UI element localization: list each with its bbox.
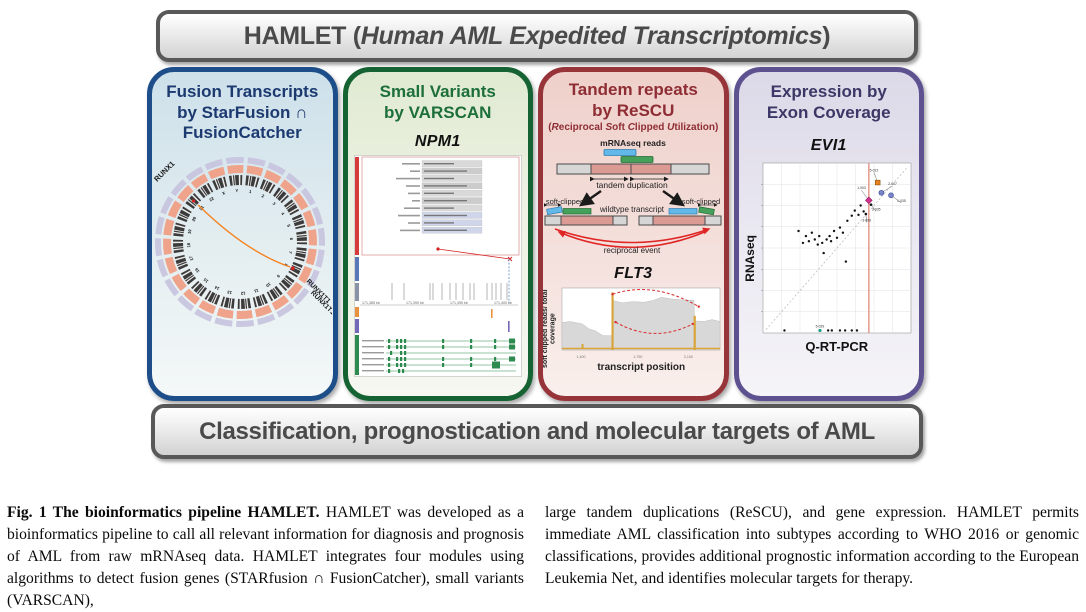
svg-text:2-047: 2-047 — [888, 182, 897, 186]
reciprocal-arc-1 — [555, 228, 711, 244]
rescu-diagram: mRNAseq reads tandem duplication soft-cl… — [544, 138, 722, 255]
svg-text:10: 10 — [265, 282, 272, 289]
svg-text:9: 9 — [276, 274, 282, 280]
label-mrnaseq-reads: mRNAseq reads — [600, 138, 666, 148]
label-reciprocal-event: reciprocal event — [604, 246, 661, 255]
figure-page: HAMLET (Human AML Expedited Transcriptom… — [7, 10, 1079, 609]
panel-variants-title: Small Variants by VARSCAN — [379, 82, 496, 122]
svg-text:2,100: 2,100 — [684, 355, 693, 359]
svg-text:16: 16 — [194, 267, 201, 274]
svg-text:17: 17 — [188, 255, 194, 262]
svg-text:171,385 kb: 171,385 kb — [362, 301, 380, 305]
conclusion-banner: Classification, prognostication and mole… — [151, 404, 923, 459]
scatter-ylabel: RNAseq — [742, 234, 757, 282]
gene-label-evi1: EVI1 — [810, 137, 847, 155]
svg-text:7: 7 — [288, 251, 294, 255]
svg-text:13: 13 — [226, 290, 232, 296]
svg-text:11: 11 — [253, 288, 259, 294]
panel-tandem-repeats: Tandem repeats by ReSCU (Reciprocal Soft … — [538, 67, 729, 401]
gene-label-flt3: FLT3 — [614, 265, 653, 283]
panel-repeats-title: Tandem repeats by ReSCU — [568, 80, 698, 120]
svg-text:5: 5 — [286, 224, 292, 228]
svg-text:5-029: 5-029 — [815, 325, 824, 329]
svg-text:1-035: 1-035 — [897, 199, 906, 203]
reciprocal-arc-2 — [557, 230, 708, 249]
rescu-subtitle: (Reciprocal Soft Clipped Utilization) — [548, 122, 719, 134]
svg-text:X: X — [222, 191, 226, 197]
igv-screenshot: 171,385 kb 171,390 kb 171,395 kb 171,400 kb — [353, 155, 522, 378]
svg-text:1: 1 — [249, 189, 253, 195]
svg-text:171,400 kb: 171,400 kb — [494, 301, 512, 305]
svg-text:15: 15 — [202, 277, 209, 284]
panel-expression-title: Expression by Exon Coverage — [766, 82, 891, 122]
caption-right-body: large tandem duplications (ReSCU), and g… — [545, 503, 1079, 587]
panel-fusion-transcripts: Fusion Transcripts by StarFusion ∩ FusionC… — [147, 67, 338, 401]
panel-small-variants: Small Variants by VARSCAN NPM1 171,385 kb… — [342, 67, 533, 401]
svg-text:4: 4 — [280, 211, 286, 216]
svg-text:22: 22 — [209, 196, 216, 203]
svg-text:5-022: 5-022 — [869, 169, 878, 173]
read-green — [620, 156, 654, 164]
svg-text:19: 19 — [187, 228, 193, 234]
svg-text:Y: Y — [236, 188, 239, 193]
svg-text:6: 6 — [289, 238, 294, 241]
label-soft-clipped-right: soft-clipped — [682, 197, 720, 206]
svg-text:RUNX1: RUNX1 — [152, 159, 176, 183]
label-wildtype-transcript: wildtype transcript — [599, 205, 665, 214]
coverage-plot-block: soft clipped reads/ total coverage 1,400… — [542, 284, 724, 374]
svg-text:3: 3 — [272, 201, 278, 207]
svg-text:2: 2 — [261, 193, 266, 199]
svg-text:171,390 kb: 171,390 kb — [406, 301, 424, 305]
scatter-plot-block: RNAseq 5-029 5-022 2-047 1-035 1-003 3-035 3-0… — [743, 161, 915, 354]
svg-text:14: 14 — [213, 285, 220, 292]
svg-text:1-003: 1-003 — [857, 187, 866, 191]
coverage-xlabel: transcript position — [597, 362, 686, 374]
svg-text:12: 12 — [240, 291, 246, 296]
gene-label-npm1: NPM1 — [414, 133, 461, 151]
coverage-ylabel: soft clipped reads/ total coverage — [542, 289, 557, 369]
panel-expression: Expression by Exon Coverage EVI1 RNAseq 5… — [733, 67, 924, 401]
read-blue — [603, 149, 637, 157]
caption-bold-lead: Fig. 1 The bioinformatics pipeline HAMLE… — [7, 503, 320, 521]
hamlet-title-banner: HAMLET (Human AML Expedited Transcriptom… — [156, 10, 918, 62]
coverage-plot: 1,400 1,750 2,100 — [561, 288, 721, 359]
figure-caption-left: Fig. 1 The bioinformatics pipeline HAMLE… — [7, 502, 524, 612]
caption-left-body: HAMLET was developed as a bioinformatics… — [7, 503, 524, 609]
svg-text:18: 18 — [186, 242, 191, 248]
hamlet-title: HAMLET (Human AML Expedited Transcriptom… — [243, 21, 831, 50]
label-tandem-duplication: tandem duplication — [597, 180, 669, 190]
conclusion-text: Classification, prognostication and mole… — [199, 417, 875, 445]
svg-text:3-035: 3-035 — [872, 208, 881, 212]
svg-text:20: 20 — [191, 215, 198, 222]
scatter-xlabel: Q-RT-PCR — [805, 339, 869, 355]
scatter-plot: 5-029 5-022 2-047 1-035 1-003 3-035 3-008 — [760, 163, 912, 334]
label-soft-clipped-left: soft-clipped — [546, 197, 584, 206]
svg-text:171,395 kb: 171,395 kb — [450, 301, 468, 305]
svg-text:3-008: 3-008 — [862, 219, 871, 223]
svg-text:1,400: 1,400 — [577, 355, 586, 359]
panel-fusion-title: Fusion Transcripts by StarFusion ∩ FusionC… — [166, 82, 319, 143]
svg-text:1,750: 1,750 — [634, 355, 643, 359]
figure-caption-right: large tandem duplications (ReSCU), and g… — [545, 502, 1079, 590]
modules-row: Fusion Transcripts by StarFusion ∩ FusionC… — [147, 67, 924, 401]
